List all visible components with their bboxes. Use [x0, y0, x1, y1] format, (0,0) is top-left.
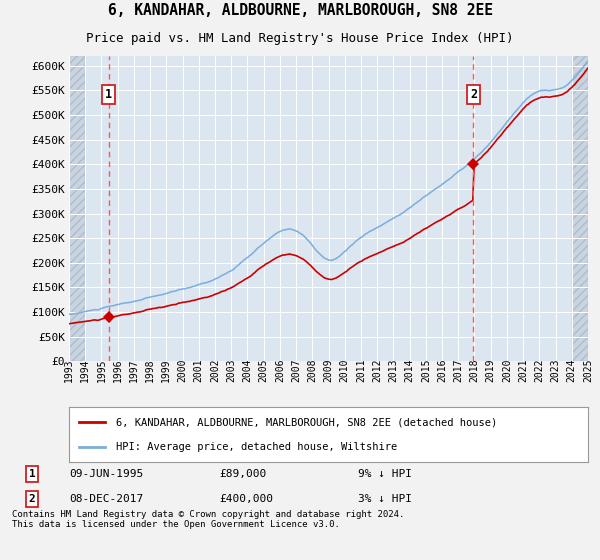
Text: 1: 1 — [29, 469, 35, 479]
Text: 1997: 1997 — [129, 358, 139, 382]
Text: £400,000: £400,000 — [220, 494, 274, 504]
Text: 9% ↓ HPI: 9% ↓ HPI — [358, 469, 412, 479]
Text: 1999: 1999 — [161, 358, 172, 382]
Text: 2: 2 — [29, 494, 35, 504]
Text: 2005: 2005 — [259, 358, 269, 382]
Bar — [572, 56, 588, 361]
Text: 2003: 2003 — [226, 358, 236, 382]
Text: HPI: Average price, detached house, Wiltshire: HPI: Average price, detached house, Wilt… — [116, 442, 397, 451]
Text: 3% ↓ HPI: 3% ↓ HPI — [358, 494, 412, 504]
Text: 2008: 2008 — [307, 358, 317, 382]
Text: 1995: 1995 — [97, 358, 106, 382]
Text: 2013: 2013 — [388, 358, 398, 382]
Text: 1993: 1993 — [64, 358, 74, 382]
Text: 2022: 2022 — [535, 358, 544, 382]
Text: Price paid vs. HM Land Registry's House Price Index (HPI): Price paid vs. HM Land Registry's House … — [86, 32, 514, 45]
Text: 2019: 2019 — [485, 358, 496, 382]
Text: 2010: 2010 — [340, 358, 350, 382]
Text: 1994: 1994 — [80, 358, 90, 382]
Text: 2018: 2018 — [469, 358, 479, 382]
Text: 1998: 1998 — [145, 358, 155, 382]
Bar — [69, 56, 85, 361]
Text: 2007: 2007 — [291, 358, 301, 382]
Text: 2001: 2001 — [194, 358, 204, 382]
Text: 2014: 2014 — [404, 358, 415, 382]
Text: 2025: 2025 — [583, 358, 593, 382]
Text: 2002: 2002 — [210, 358, 220, 382]
Text: 2020: 2020 — [502, 358, 512, 382]
Text: 2009: 2009 — [323, 358, 334, 382]
Text: 08-DEC-2017: 08-DEC-2017 — [70, 494, 144, 504]
Text: 2012: 2012 — [372, 358, 382, 382]
Text: 2000: 2000 — [178, 358, 188, 382]
Text: 6, KANDAHAR, ALDBOURNE, MARLBOROUGH, SN8 2EE (detached house): 6, KANDAHAR, ALDBOURNE, MARLBOROUGH, SN8… — [116, 418, 497, 427]
Text: Contains HM Land Registry data © Crown copyright and database right 2024.
This d: Contains HM Land Registry data © Crown c… — [12, 510, 404, 529]
Text: 2017: 2017 — [453, 358, 463, 382]
Text: 2006: 2006 — [275, 358, 285, 382]
Text: 2016: 2016 — [437, 358, 447, 382]
Text: 2023: 2023 — [551, 358, 560, 382]
Text: 2024: 2024 — [567, 358, 577, 382]
Text: £89,000: £89,000 — [220, 469, 266, 479]
Text: 2: 2 — [470, 88, 477, 101]
Text: 2011: 2011 — [356, 358, 366, 382]
Text: 2021: 2021 — [518, 358, 528, 382]
Text: 09-JUN-1995: 09-JUN-1995 — [70, 469, 144, 479]
Text: 1: 1 — [105, 88, 112, 101]
Text: 6, KANDAHAR, ALDBOURNE, MARLBOROUGH, SN8 2EE: 6, KANDAHAR, ALDBOURNE, MARLBOROUGH, SN8… — [107, 3, 493, 18]
Text: 1996: 1996 — [113, 358, 122, 382]
Text: 2015: 2015 — [421, 358, 431, 382]
Text: 2004: 2004 — [242, 358, 253, 382]
